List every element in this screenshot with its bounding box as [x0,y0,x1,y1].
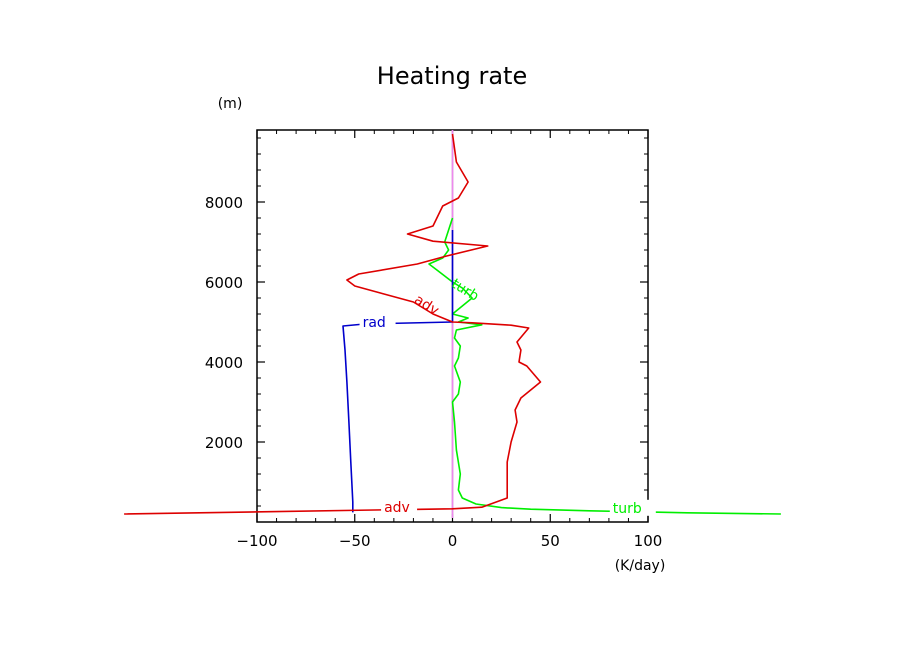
x-axis-label: (K/day) [615,558,666,574]
series-line-adv [124,133,542,515]
series-group [124,130,781,518]
x-tick-label: 100 [634,532,663,550]
y-axis-label: (m) [218,96,243,112]
series-label-upper-turb: turb [448,276,481,305]
series-label-bg [609,499,656,516]
x-tick-label: 0 [448,532,458,550]
series-line-turb [428,217,781,515]
series-label-turb: turb [613,501,642,517]
y-tick-label: 8000 [205,194,243,212]
series-label-bg [359,314,396,331]
y-tick-label: 2000 [205,434,243,452]
series-line-rad [342,230,454,513]
chart-title: Heating rate [377,62,527,90]
y-tick-label: 4000 [205,354,243,372]
x-tick-label: −50 [339,532,371,550]
x-tick-label: −100 [236,532,277,550]
x-tick-label: 50 [541,532,560,550]
axis-ticks: −100 −50 0 50 100 2000 4000 6000 8000 [205,130,663,550]
series-label-rad: rad [363,315,386,331]
series-label-adv: adv [384,500,410,516]
y-tick-label: 6000 [205,274,243,292]
series-label-bg [381,499,418,515]
